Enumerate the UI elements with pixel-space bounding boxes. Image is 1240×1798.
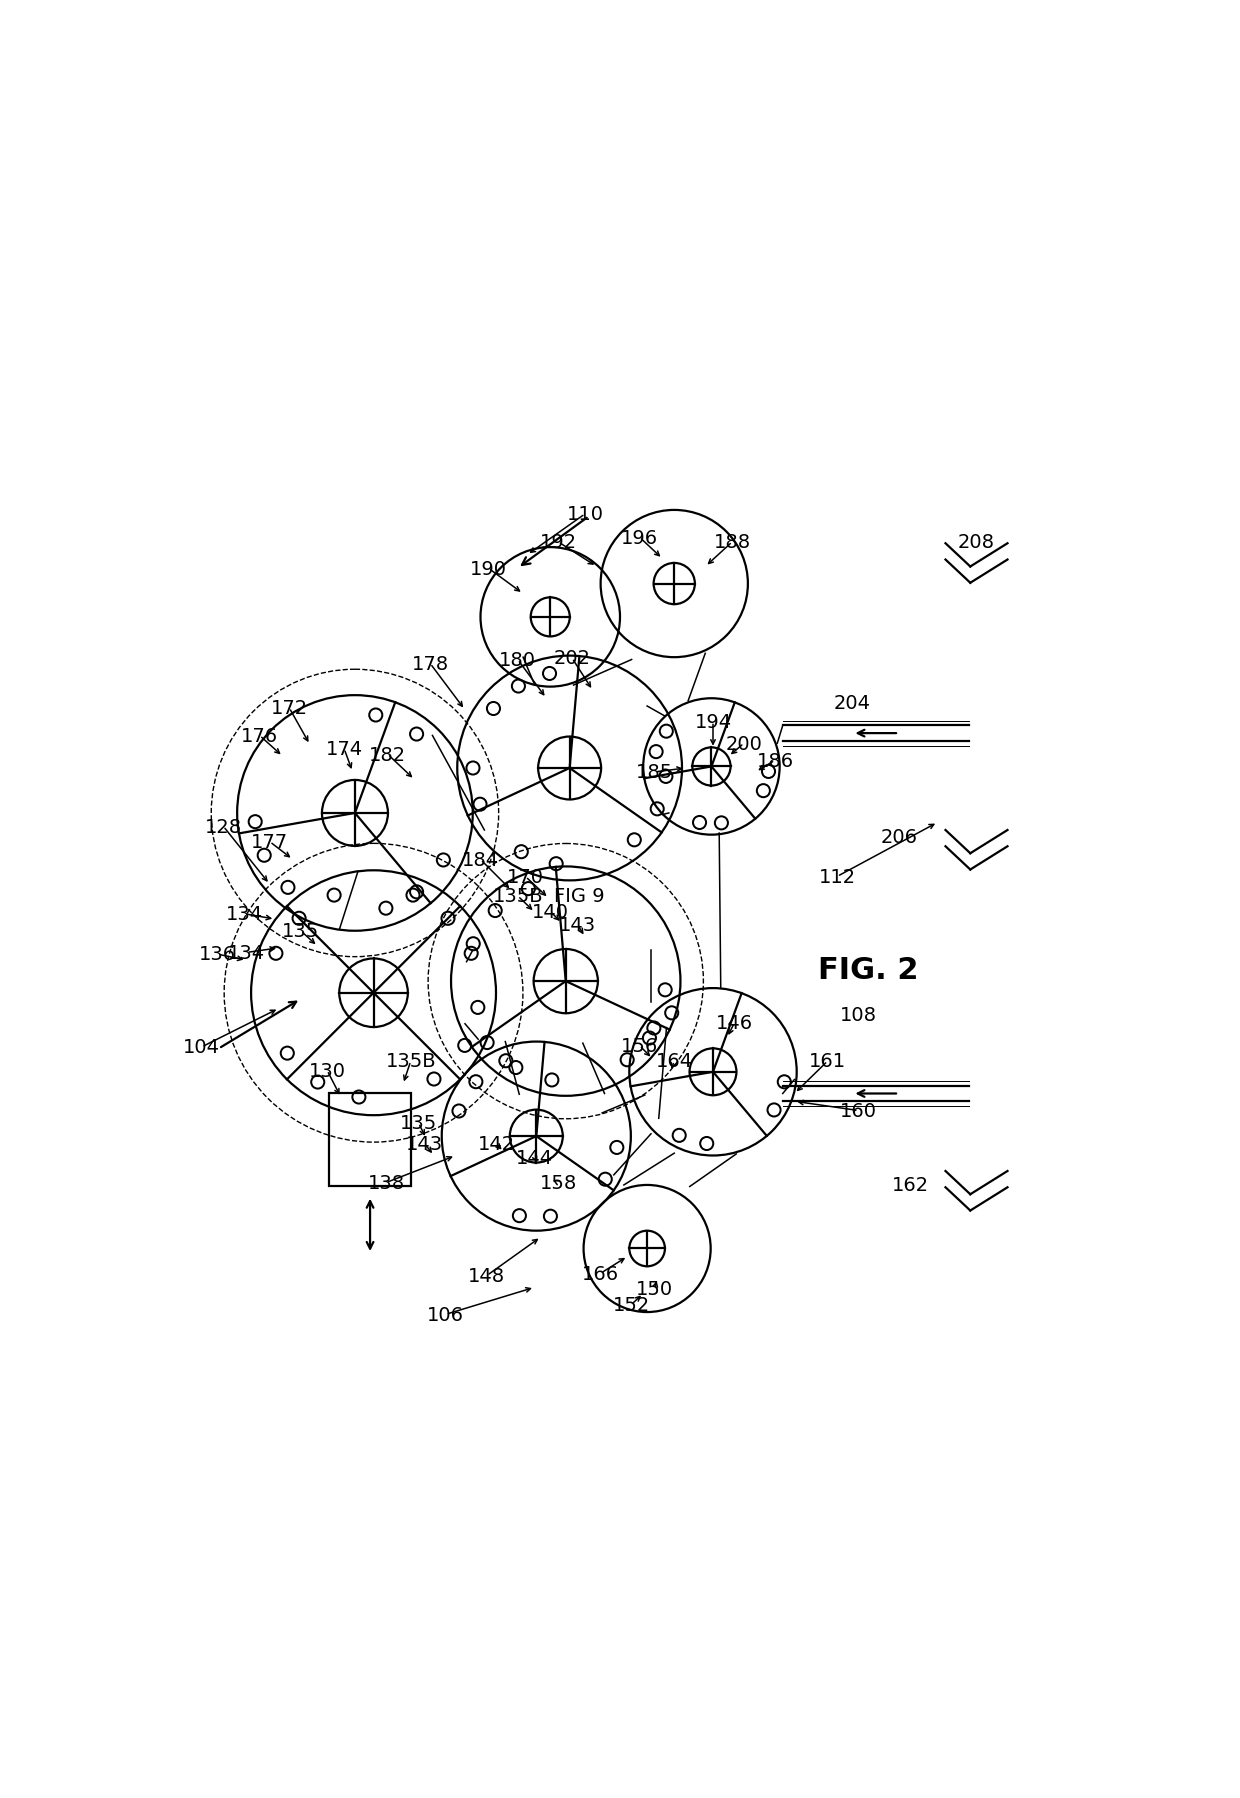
Text: 143: 143 xyxy=(559,915,596,935)
Text: 170: 170 xyxy=(507,867,544,886)
Text: 208: 208 xyxy=(959,532,994,552)
Text: 174: 174 xyxy=(326,739,362,759)
Text: 161: 161 xyxy=(810,1052,846,1072)
Text: FIG 9: FIG 9 xyxy=(554,886,605,906)
Text: 192: 192 xyxy=(539,532,577,552)
Text: 112: 112 xyxy=(818,867,856,886)
Text: 150: 150 xyxy=(636,1280,673,1298)
Text: 140: 140 xyxy=(532,903,569,921)
Text: 134: 134 xyxy=(228,944,265,962)
Text: 135: 135 xyxy=(281,922,320,940)
Text: 135B: 135B xyxy=(386,1052,436,1072)
Text: 200: 200 xyxy=(725,734,763,753)
Text: 162: 162 xyxy=(892,1176,929,1196)
Text: 182: 182 xyxy=(370,744,405,764)
Text: 190: 190 xyxy=(470,559,507,579)
Text: FIG. 2: FIG. 2 xyxy=(817,955,919,985)
Text: 148: 148 xyxy=(469,1266,505,1286)
Text: 142: 142 xyxy=(477,1135,515,1154)
Text: 178: 178 xyxy=(412,654,449,674)
Text: 180: 180 xyxy=(500,651,536,669)
Text: 177: 177 xyxy=(252,832,288,852)
Text: 188: 188 xyxy=(714,532,751,552)
Text: 166: 166 xyxy=(582,1264,619,1284)
Text: 135B: 135B xyxy=(492,886,543,906)
Text: 130: 130 xyxy=(309,1061,346,1081)
Text: 146: 146 xyxy=(717,1012,753,1032)
Text: 110: 110 xyxy=(567,505,604,523)
Text: 156: 156 xyxy=(621,1036,658,1055)
Text: 144: 144 xyxy=(516,1147,553,1167)
Text: 194: 194 xyxy=(694,712,732,732)
Text: 158: 158 xyxy=(539,1174,577,1192)
Text: 106: 106 xyxy=(427,1305,464,1323)
Text: 128: 128 xyxy=(205,816,242,836)
Text: 134: 134 xyxy=(226,904,263,924)
Text: 164: 164 xyxy=(656,1052,693,1072)
Text: 136: 136 xyxy=(198,946,236,964)
Text: 185: 185 xyxy=(636,762,673,782)
Text: 184: 184 xyxy=(463,850,498,870)
Text: 104: 104 xyxy=(184,1037,219,1057)
Text: 135: 135 xyxy=(399,1113,438,1133)
Text: 176: 176 xyxy=(241,726,278,746)
Text: 196: 196 xyxy=(621,529,658,547)
Text: 143: 143 xyxy=(407,1135,443,1154)
Bar xyxy=(330,1093,410,1187)
Text: 160: 160 xyxy=(841,1102,877,1120)
Text: 206: 206 xyxy=(880,827,918,847)
Text: 204: 204 xyxy=(835,694,870,712)
Text: 186: 186 xyxy=(756,752,794,770)
Text: 138: 138 xyxy=(367,1174,404,1192)
Text: 152: 152 xyxy=(613,1295,650,1314)
Text: 108: 108 xyxy=(841,1005,877,1025)
Text: 202: 202 xyxy=(553,649,590,669)
Text: 172: 172 xyxy=(270,699,308,717)
